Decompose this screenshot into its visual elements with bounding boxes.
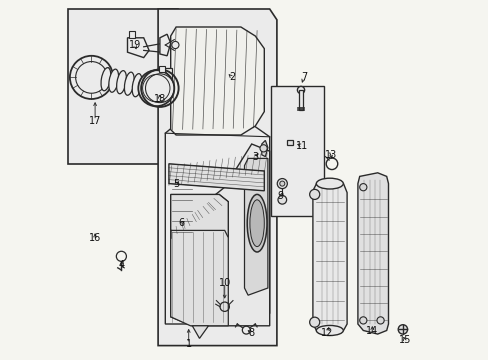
- Text: 3: 3: [252, 152, 258, 162]
- Polygon shape: [165, 124, 269, 324]
- Circle shape: [142, 75, 170, 102]
- Text: 2: 2: [228, 72, 235, 82]
- Circle shape: [76, 62, 107, 93]
- Text: 5: 5: [173, 179, 179, 189]
- Polygon shape: [244, 158, 267, 295]
- Ellipse shape: [116, 71, 126, 94]
- Text: 18: 18: [153, 94, 166, 104]
- Polygon shape: [128, 31, 134, 38]
- Text: 7: 7: [300, 72, 306, 82]
- Ellipse shape: [147, 77, 157, 100]
- Circle shape: [359, 184, 366, 191]
- Text: 15: 15: [398, 335, 410, 345]
- Text: 13: 13: [324, 150, 336, 160]
- Polygon shape: [192, 326, 208, 338]
- Circle shape: [376, 317, 384, 324]
- Circle shape: [138, 70, 174, 106]
- Circle shape: [279, 181, 284, 186]
- Bar: [159, 66, 164, 72]
- Text: 16: 16: [89, 233, 101, 243]
- Ellipse shape: [247, 194, 266, 252]
- Text: 9: 9: [277, 191, 283, 201]
- Ellipse shape: [101, 68, 111, 91]
- Ellipse shape: [160, 72, 169, 94]
- Polygon shape: [170, 194, 228, 238]
- Polygon shape: [271, 86, 323, 216]
- Polygon shape: [170, 144, 269, 326]
- Text: 10: 10: [218, 278, 230, 288]
- Circle shape: [260, 145, 266, 152]
- Text: 11: 11: [295, 141, 307, 151]
- Circle shape: [297, 86, 304, 94]
- Bar: [286, 140, 292, 145]
- Polygon shape: [168, 164, 264, 191]
- Ellipse shape: [316, 178, 343, 189]
- Circle shape: [70, 56, 113, 99]
- Polygon shape: [160, 34, 170, 56]
- Polygon shape: [170, 230, 228, 326]
- Text: 12: 12: [321, 328, 333, 338]
- Polygon shape: [68, 9, 178, 164]
- Circle shape: [359, 317, 366, 324]
- Ellipse shape: [140, 75, 149, 98]
- Ellipse shape: [109, 69, 118, 92]
- Circle shape: [309, 317, 319, 327]
- Polygon shape: [312, 184, 346, 330]
- Circle shape: [309, 189, 319, 199]
- Text: 4: 4: [119, 260, 125, 270]
- Circle shape: [277, 179, 287, 189]
- Polygon shape: [261, 140, 267, 157]
- Text: 1: 1: [185, 339, 191, 349]
- Polygon shape: [170, 27, 264, 135]
- Bar: [298, 90, 303, 110]
- Text: 14: 14: [366, 326, 378, 336]
- Ellipse shape: [124, 72, 134, 95]
- Polygon shape: [158, 9, 276, 346]
- Ellipse shape: [132, 74, 142, 97]
- Circle shape: [277, 195, 286, 204]
- Polygon shape: [127, 38, 149, 58]
- Text: 8: 8: [248, 328, 254, 338]
- Ellipse shape: [316, 325, 343, 336]
- Text: 17: 17: [89, 116, 101, 126]
- Circle shape: [171, 41, 179, 49]
- Text: 6: 6: [178, 218, 184, 228]
- Text: 19: 19: [128, 40, 141, 50]
- Polygon shape: [163, 68, 171, 97]
- Ellipse shape: [249, 200, 264, 247]
- Circle shape: [397, 325, 407, 334]
- Polygon shape: [357, 173, 387, 334]
